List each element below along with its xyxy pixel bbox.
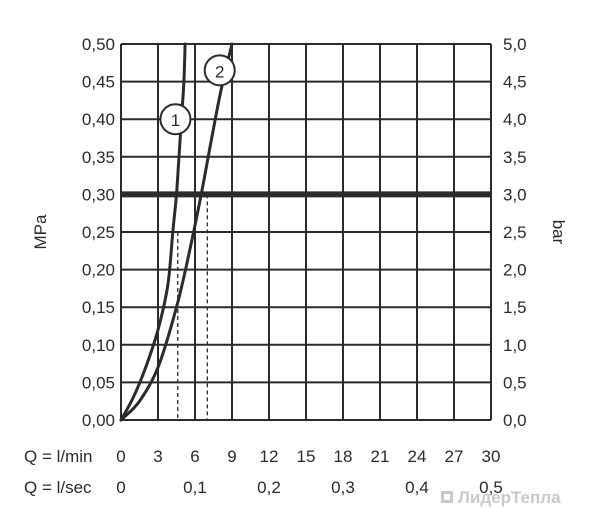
grid — [120, 43, 492, 421]
y-right-tick-label: 2,5 — [503, 223, 527, 242]
y-left-tick-label: 0,25 — [82, 223, 115, 242]
x-tick-label: 12 — [260, 447, 279, 466]
x-secondary-axis-label: Q = l/sec — [24, 478, 92, 497]
x-tick-label: 15 — [297, 447, 316, 466]
series-label-1: 1 — [171, 111, 180, 130]
x-tick-label: 6 — [190, 447, 199, 466]
x-tick-label: 24 — [408, 447, 427, 466]
x-tick-label: 0 — [116, 447, 125, 466]
y-left-tick-label: 0,40 — [82, 110, 115, 129]
y-left-tick-label: 0,45 — [82, 73, 115, 92]
series-label-2: 2 — [215, 62, 224, 81]
x-tick-label: 30 — [482, 447, 501, 466]
x-secondary-tick-label: 0,3 — [331, 478, 355, 497]
y-right-tick-label: 4,5 — [503, 73, 527, 92]
x-tick-label: 9 — [227, 447, 236, 466]
y-left-tick-label: 0,20 — [82, 261, 115, 280]
y-left-tick-label: 0,10 — [82, 336, 115, 355]
y-left-tick-label: 0,50 — [82, 35, 115, 54]
series-group: 12 — [119, 42, 236, 422]
y-right-tick-label: 3,5 — [503, 148, 527, 167]
axis-labels: Q = l/min Q = l/sec MPa bar — [24, 214, 568, 497]
tick-labels: 0,000,050,100,150,200,250,300,350,400,45… — [82, 35, 527, 497]
y-right-tick-label: 1,0 — [503, 336, 527, 355]
watermark: ЛидерТепла — [441, 488, 561, 507]
y-right-tick-label: 0,5 — [503, 373, 527, 392]
y-left-tick-label: 0,05 — [82, 373, 115, 392]
y-left-axis-label: MPa — [31, 214, 50, 250]
y-right-tick-label: 3,0 — [503, 185, 527, 204]
y-left-tick-label: 0,35 — [82, 148, 115, 167]
x-tick-label: 27 — [445, 447, 464, 466]
x-secondary-tick-label: 0,5 — [479, 478, 503, 497]
x-secondary-tick-label: 0,4 — [405, 478, 429, 497]
guide-lines — [121, 191, 491, 420]
x-tick-label: 21 — [371, 447, 390, 466]
x-axis-label: Q = l/min — [24, 447, 93, 466]
watermark-text: ЛидерТепла — [458, 488, 561, 507]
square-logo-inner — [444, 494, 450, 500]
y-right-tick-label: 2,0 — [503, 261, 527, 280]
y-right-tick-label: 1,5 — [503, 298, 527, 317]
x-secondary-tick-label: 0,2 — [257, 478, 281, 497]
y-left-tick-label: 0,15 — [82, 298, 115, 317]
x-secondary-tick-label: 0 — [116, 478, 125, 497]
y-right-tick-label: 5,0 — [503, 35, 527, 54]
y-left-tick-label: 0,00 — [82, 411, 115, 430]
y-right-tick-label: 0,0 — [503, 411, 527, 430]
y-left-tick-label: 0,30 — [82, 185, 115, 204]
series-marker-2 — [203, 54, 236, 87]
y-right-tick-label: 4,0 — [503, 110, 527, 129]
x-tick-label: 3 — [153, 447, 162, 466]
series-marker-1 — [159, 103, 192, 136]
y-right-axis-label: bar — [549, 220, 568, 245]
x-secondary-tick-label: 0,1 — [183, 478, 207, 497]
x-tick-label: 18 — [334, 447, 353, 466]
